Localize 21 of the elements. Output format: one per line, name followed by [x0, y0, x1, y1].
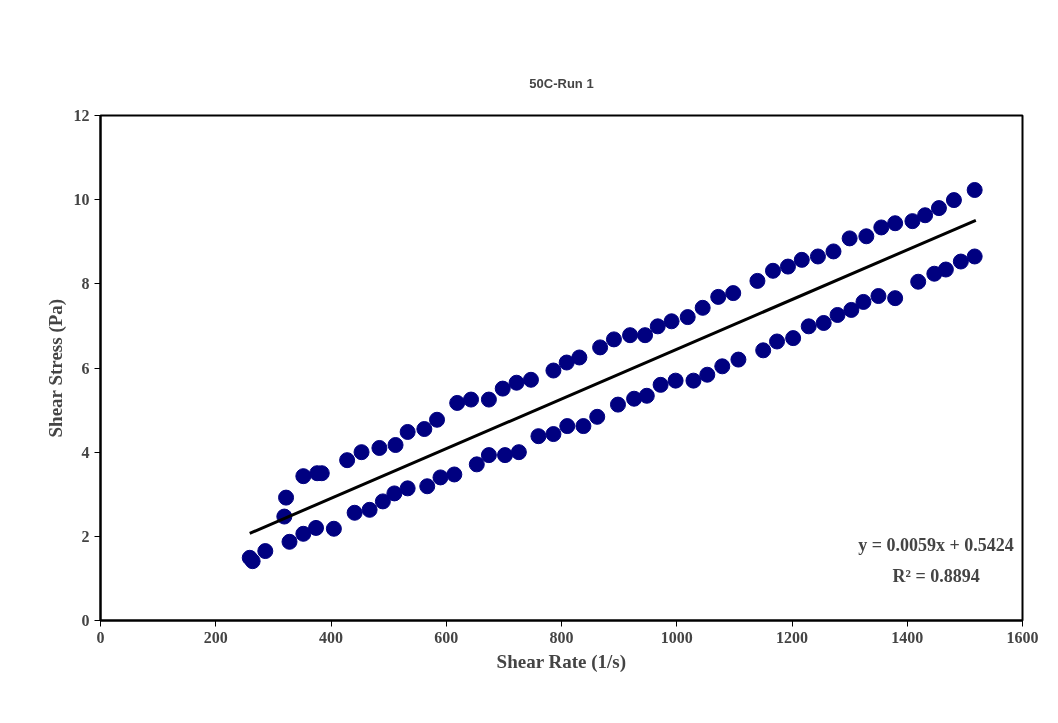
x-tick-label: 200	[203, 628, 228, 646]
y-tick-label: 2	[81, 527, 90, 545]
annotation: R² = 0.8894	[892, 565, 980, 586]
y-tick-label: 6	[81, 359, 90, 377]
x-tick-label: 1400	[891, 628, 924, 646]
x-tick-label: 1200	[776, 628, 808, 646]
x-tick-label: 800	[549, 628, 574, 646]
x-tick-label: 0	[96, 628, 105, 646]
annotation: y = 0.0059x + 0.5424	[858, 535, 1014, 556]
x-tick-label: 400	[319, 628, 343, 646]
x-tick-label: 600	[434, 628, 459, 646]
y-tick-label: 0	[81, 612, 90, 629]
y-tick-label: 4	[81, 443, 90, 461]
x-tick-label: 1000	[660, 628, 693, 646]
x-axis-title: Shear Rate (1/s)	[496, 650, 627, 673]
chart-title: 50C-Run 1	[529, 75, 594, 91]
x-tick-label: 1600	[1006, 628, 1039, 646]
y-axis-title: Shear Stress (Pa)	[44, 298, 67, 438]
y-tick-label: 8	[81, 275, 90, 293]
y-tick-label: 10	[73, 191, 90, 209]
y-tick-label: 12	[73, 107, 90, 124]
